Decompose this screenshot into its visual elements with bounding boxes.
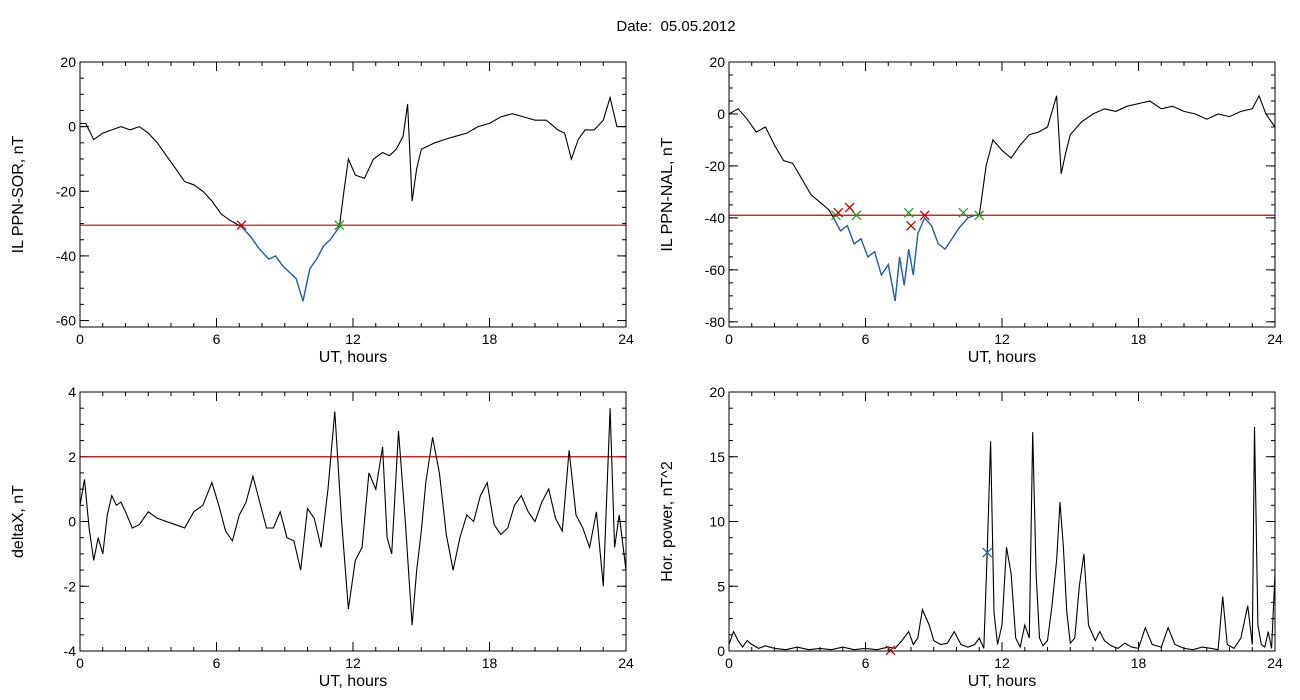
cross-marker-stroke (851, 210, 862, 221)
plot-frame (728, 391, 1276, 652)
page-title: Date: 05.05.2012 (616, 18, 736, 35)
y-tick-label: -80 (705, 314, 725, 330)
y-tick-label: -40 (705, 210, 725, 226)
y-axis-label: Hor. power, nT^2 (659, 461, 676, 582)
x-tick-label: 0 (725, 331, 733, 347)
y-axis-label: IL PPN-SOR, nT (10, 135, 27, 253)
series-line (79, 408, 627, 626)
y-tick-label: 20 (709, 384, 725, 400)
x-tick-label: 12 (345, 655, 361, 671)
y-tick-label: -4 (64, 643, 77, 659)
cross-marker (982, 547, 993, 558)
cross-marker (334, 220, 345, 231)
y-axis-label: deltaX, nT (10, 485, 27, 558)
panel-ppn-nal: 0 6 12 18 24 -80 -60 -40 -20 0 20 UT, hours IL PPN-N… (659, 54, 1283, 366)
y-tick-label: -60 (56, 313, 76, 329)
cross-marker-stroke (974, 210, 985, 221)
plot-frame (728, 61, 1276, 328)
y-tick-label: 5 (717, 578, 725, 594)
cross-marker (958, 207, 969, 218)
y-tick-label: 0 (68, 514, 76, 530)
cross-marker (844, 202, 855, 213)
x-tick-label: 0 (76, 331, 84, 347)
y-tick-label: 4 (68, 384, 76, 400)
cross-marker-stroke (334, 220, 345, 231)
x-axis-label: UT, hours (968, 349, 1036, 366)
cross-marker-stroke (236, 220, 247, 231)
y-tick-label: 0 (717, 643, 725, 659)
y-tick-label: -60 (705, 262, 725, 278)
y-tick-label: 10 (709, 514, 725, 530)
x-tick-label: 12 (994, 331, 1010, 347)
cross-marker-stroke (844, 202, 855, 213)
x-tick-label: 6 (862, 655, 870, 671)
cross-marker (851, 210, 862, 221)
x-tick-label: 6 (213, 331, 221, 347)
highlight-segment (833, 214, 980, 302)
x-axis-label: UT, hours (968, 673, 1036, 690)
x-tick-label: 6 (213, 655, 221, 671)
x-tick-label: 18 (1131, 655, 1147, 671)
x-tick-label: 24 (1267, 331, 1283, 347)
y-tick-label: 20 (60, 54, 76, 70)
x-tick-label: 24 (618, 655, 634, 671)
cross-marker (903, 207, 914, 218)
y-tick-label: -40 (56, 248, 76, 264)
y-tick-label: 2 (68, 449, 76, 465)
cross-marker-stroke (833, 207, 844, 218)
x-tick-label: 24 (618, 331, 634, 347)
cross-marker-stroke (906, 220, 916, 231)
x-tick-label: 18 (1131, 331, 1147, 347)
plot-frame (79, 391, 627, 652)
x-axis-label: UT, hours (319, 673, 387, 690)
x-tick-label: 12 (994, 655, 1010, 671)
y-tick-label: 0 (717, 106, 725, 122)
x-tick-label: 6 (862, 331, 870, 347)
panel-ppn-sor: 0 6 12 18 24 -60 -40 -20 0 20 UT, hours IL PPN-SOR,… (10, 54, 634, 366)
x-axis-label: UT, hours (319, 349, 387, 366)
cross-marker-stroke (885, 645, 896, 656)
panel-hor-power: 0 6 12 18 24 0 5 10 15 20 UT, hours Hor. power, nT^… (659, 384, 1283, 690)
y-tick-label: 0 (68, 119, 76, 135)
cross-marker (919, 210, 930, 221)
highlight-segment (241, 226, 340, 302)
series-line (728, 426, 1276, 651)
y-tick-label: 20 (709, 54, 725, 70)
cross-marker (885, 645, 896, 656)
x-tick-label: 12 (345, 331, 361, 347)
y-tick-label: -20 (705, 158, 725, 174)
x-tick-label: 18 (482, 331, 498, 347)
x-tick-label: 24 (1267, 655, 1283, 671)
x-tick-label: 0 (76, 655, 84, 671)
cross-marker (236, 220, 247, 231)
y-tick-label: -20 (56, 183, 76, 199)
y-tick-label: -2 (64, 578, 77, 594)
x-tick-label: 18 (482, 655, 498, 671)
cross-marker-stroke (982, 547, 993, 558)
series-line (728, 94, 1276, 302)
cross-marker-stroke (903, 207, 914, 218)
cross-marker (833, 207, 844, 218)
x-tick-label: 0 (725, 655, 733, 671)
y-axis-label: IL PPN-NAL, nT (659, 137, 676, 251)
plot-frame (79, 61, 627, 328)
cross-marker-stroke (919, 210, 930, 221)
cross-marker (906, 220, 916, 231)
y-tick-label: 15 (709, 449, 725, 465)
cross-marker-stroke (958, 207, 969, 218)
cross-marker (974, 210, 985, 221)
series-line (80, 95, 626, 302)
